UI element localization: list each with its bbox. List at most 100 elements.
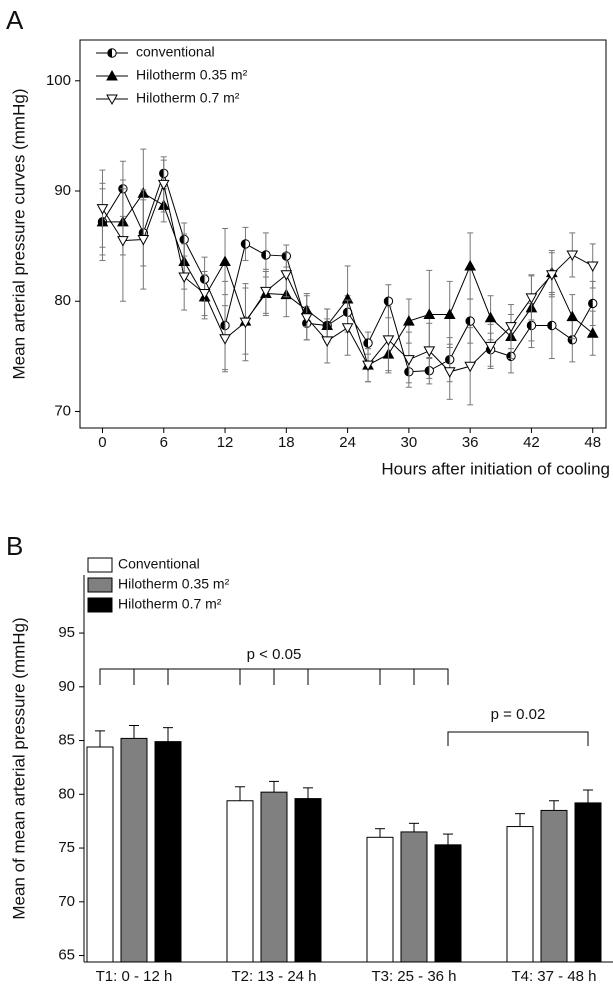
marker	[219, 334, 231, 345]
legend-label: Hilotherm 0.35 m²	[118, 576, 230, 592]
bar	[226, 800, 254, 963]
panel-label: B	[6, 531, 23, 561]
annotation: p = 0.02	[491, 706, 546, 723]
x-tick-label: 12	[217, 434, 234, 451]
marker	[106, 94, 118, 106]
marker-half	[159, 169, 164, 178]
marker	[443, 308, 456, 319]
bar	[400, 831, 428, 963]
panel-label: A	[6, 5, 24, 35]
marker	[198, 289, 211, 300]
x-tick-label: 0	[98, 434, 106, 451]
x-tick-label: 42	[523, 434, 540, 451]
y-tick-label: 65	[58, 947, 75, 964]
legend-swatch	[87, 577, 113, 593]
bar	[506, 826, 534, 963]
y-axis-label: Mean of mean arterial pressure (mmHg)	[9, 617, 28, 919]
marker	[137, 235, 150, 246]
marker	[280, 270, 293, 281]
bracket	[99, 668, 449, 685]
bar	[86, 746, 114, 963]
marker-half	[200, 274, 205, 284]
marker-half	[404, 367, 409, 376]
marker-half	[425, 366, 430, 375]
marker	[96, 204, 109, 215]
marker-half	[588, 299, 593, 308]
x-tick-label: T3: 25 - 36 h	[371, 968, 456, 985]
marker	[525, 293, 538, 304]
annotation: p < 0.05	[247, 646, 302, 663]
x-tick-label: T4: 37 - 48 h	[511, 968, 596, 985]
legend-label: Hilotherm 0.7 m²	[136, 90, 240, 106]
marker	[403, 355, 415, 366]
legend-swatch	[87, 597, 113, 613]
bar	[366, 836, 394, 963]
marker	[362, 360, 374, 372]
y-tick-label: 90	[54, 182, 71, 199]
plot-frame	[79, 39, 607, 429]
y-axis-label: Mean arterial pressure curves (mmHg)	[9, 89, 28, 380]
y-tick-label: 100	[46, 72, 71, 89]
y-tick-label: 70	[54, 402, 71, 419]
marker-half	[282, 251, 287, 261]
marker-half	[363, 338, 369, 348]
marker	[178, 272, 191, 284]
x-tick-label: 36	[462, 434, 479, 451]
marker	[546, 270, 558, 281]
marker-half	[220, 321, 226, 330]
legend-label: Hilotherm 0.7 m²	[118, 596, 222, 612]
marker	[300, 313, 313, 324]
marker-half	[139, 228, 144, 238]
marker	[321, 336, 334, 347]
bar	[540, 809, 568, 963]
marker	[505, 322, 517, 333]
bar	[574, 802, 602, 963]
legend-label: conventional	[136, 44, 215, 60]
legend-swatch	[87, 557, 113, 573]
marker	[484, 341, 497, 353]
marker	[382, 335, 395, 346]
marker	[566, 310, 579, 322]
marker	[117, 236, 129, 247]
marker	[403, 315, 415, 326]
marker	[423, 346, 436, 357]
bar	[154, 741, 182, 963]
marker-half	[384, 297, 389, 306]
x-tick-label: 18	[278, 434, 295, 451]
y-tick-label: 85	[58, 732, 75, 749]
marker	[566, 250, 579, 261]
y-tick-label: 95	[58, 624, 75, 641]
marker-half	[241, 239, 246, 249]
marker	[239, 317, 252, 329]
marker	[157, 179, 170, 191]
marker	[464, 259, 477, 271]
marker-half	[179, 235, 185, 244]
x-tick-label: T2: 13 - 24 h	[231, 968, 316, 985]
marker-half	[547, 321, 552, 330]
y-tick-label: 70	[58, 893, 75, 910]
legend-label: Conventional	[118, 556, 200, 572]
marker	[443, 367, 456, 378]
bar	[120, 737, 148, 963]
marker	[106, 69, 118, 81]
marker-half	[527, 321, 532, 330]
x-axis-label: Hours after initiation of cooling	[381, 459, 610, 478]
x-tick-label: 48	[584, 434, 601, 451]
y-tick-label: 80	[58, 785, 75, 802]
legend-label: Hilotherm 0.35 m²	[136, 67, 248, 83]
marker	[484, 311, 497, 323]
bracket	[447, 731, 589, 746]
y-tick-label: 75	[58, 839, 75, 856]
x-tick-label: 6	[160, 434, 168, 451]
x-tick-label: 24	[339, 434, 356, 451]
marker-half	[445, 355, 450, 364]
marker	[464, 361, 477, 373]
marker	[341, 323, 354, 334]
marker-half	[343, 308, 348, 317]
marker-half	[465, 316, 471, 326]
marker	[219, 255, 231, 267]
marker	[423, 308, 436, 319]
marker-half	[261, 250, 266, 260]
bar	[260, 791, 288, 963]
